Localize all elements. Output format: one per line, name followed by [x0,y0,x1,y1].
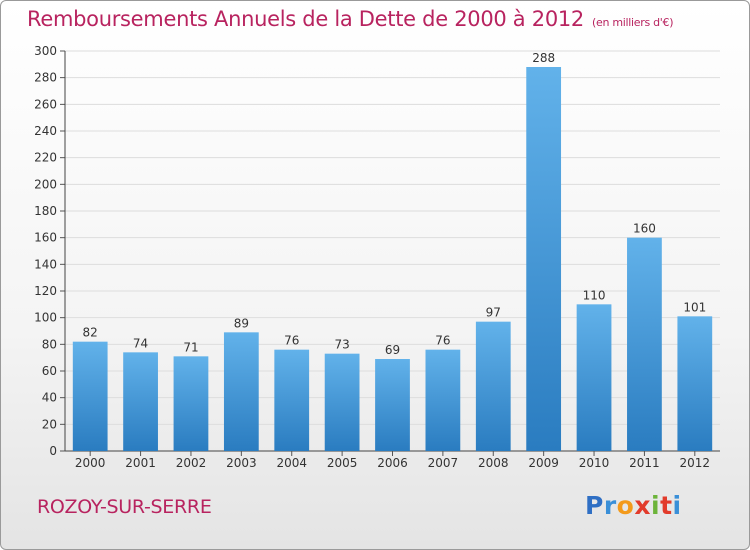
x-tick-label: 2006 [377,456,408,470]
x-tick-label: 2012 [680,456,711,470]
y-tick-label: 160 [34,231,57,245]
bar-value-label: 69 [385,343,400,357]
bar-value-label: 73 [334,338,349,352]
y-tick-label: 240 [34,124,57,138]
bar-value-label: 101 [683,300,706,314]
y-tick-label: 0 [49,444,57,458]
bar-value-label: 74 [133,336,148,350]
y-tick-label: 220 [34,151,57,165]
y-tick-label: 280 [34,71,57,85]
x-tick-label: 2000 [75,456,106,470]
bar-value-label: 82 [83,326,98,340]
bar-value-label: 110 [583,288,606,302]
proxiti-logo: Proxiti [585,491,682,520]
x-tick-label: 2001 [125,456,156,470]
y-tick-label: 40 [42,391,57,405]
y-tick-label: 140 [34,257,57,271]
bar [324,353,360,451]
chart-unit: (en milliers d'€) [592,16,674,29]
bar [173,356,209,451]
bar-value-label: 89 [234,316,249,330]
bar [627,237,662,451]
y-tick-label: 80 [42,337,57,351]
y-tick-label: 120 [34,284,57,298]
bar-value-label: 76 [284,334,299,348]
x-tick-label: 2004 [276,456,307,470]
bar-value-label: 76 [435,334,450,348]
bar [223,332,259,451]
bar [274,349,310,451]
bar [526,67,562,451]
y-tick-label: 180 [34,204,57,218]
commune-name: ROZOY-SUR-SERRE [37,496,212,518]
y-tick-label: 60 [42,364,57,378]
x-tick-label: 2003 [226,456,257,470]
bar [123,352,158,451]
bar [576,304,612,451]
bar-value-label: 97 [486,306,501,320]
bar [425,349,461,451]
y-tick-label: 20 [42,417,57,431]
y-tick-label: 100 [34,311,57,325]
y-tick-label: 300 [34,44,57,58]
chart-title: Remboursements Annuels de la Dette de 20… [27,7,673,31]
bar [72,341,108,451]
bar [375,359,410,451]
x-tick-label: 2005 [327,456,358,470]
bar [677,316,713,451]
x-tick-label: 2011 [629,456,660,470]
x-tick-label: 2008 [478,456,509,470]
bar-value-label: 160 [633,222,656,236]
bar-value-label: 288 [532,51,555,65]
chart-title-text: Remboursements Annuels de la Dette de 20… [27,7,584,31]
x-tick-label: 2002 [176,456,207,470]
x-tick-label: 2010 [579,456,610,470]
y-tick-label: 200 [34,177,57,191]
bar-value-label: 71 [183,340,198,354]
bar [475,321,511,451]
x-tick-label: 2007 [428,456,459,470]
x-tick-label: 2009 [528,456,559,470]
y-tick-label: 260 [34,97,57,111]
